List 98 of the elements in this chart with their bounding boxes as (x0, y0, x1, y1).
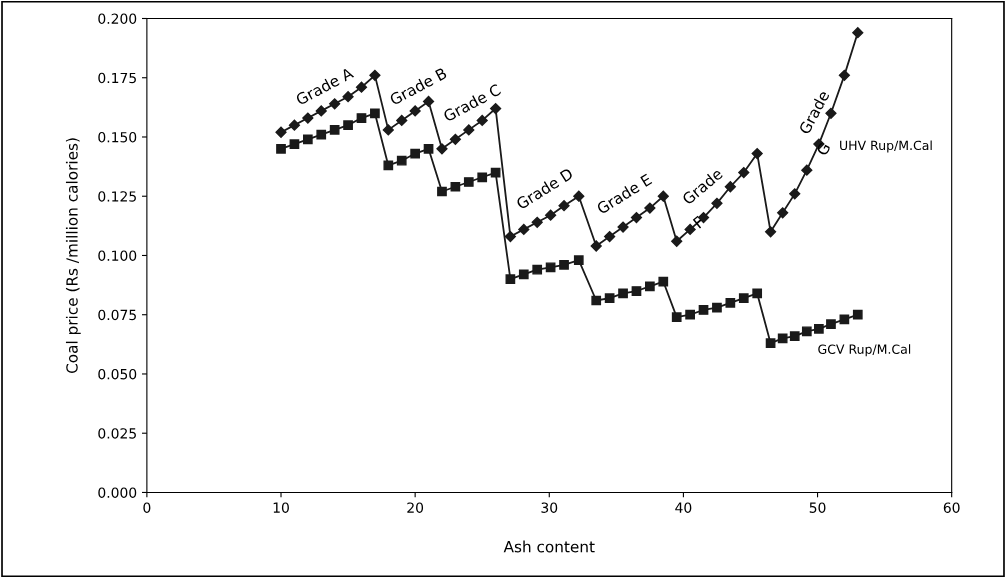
point (852, 309, 863, 320)
point (558, 200, 570, 212)
point (618, 288, 628, 299)
point (504, 230, 516, 243)
point (590, 240, 602, 252)
point (289, 139, 300, 149)
x-axis-title: Ash content (503, 540, 595, 553)
point (355, 81, 368, 93)
point (671, 312, 682, 322)
point (382, 124, 394, 136)
y-tick-label: 0.200 (98, 13, 137, 24)
point (712, 302, 722, 313)
point (685, 309, 695, 320)
x-tick-label: 50 (809, 502, 826, 513)
point (698, 305, 709, 315)
x-tick-label: 40 (675, 502, 692, 513)
point (631, 286, 642, 296)
point (518, 223, 530, 236)
y-tick-label: 0.000 (98, 487, 137, 498)
point (765, 338, 776, 349)
point (370, 108, 380, 119)
point (437, 186, 447, 197)
point (396, 114, 408, 127)
point (591, 295, 602, 306)
y-tick-label: 0.125 (98, 191, 136, 202)
point (644, 202, 656, 214)
point (490, 102, 502, 115)
point (288, 119, 301, 131)
point (329, 125, 340, 135)
point (764, 226, 777, 238)
point (545, 262, 556, 273)
x-tick-label: 0 (143, 502, 151, 513)
point (838, 69, 850, 81)
series-label: GCV Rup/M.Cal (818, 344, 911, 357)
point (302, 112, 314, 124)
x-tick-label: 60 (943, 502, 960, 513)
point (604, 230, 616, 243)
point (477, 172, 488, 183)
point (658, 276, 669, 287)
point (738, 166, 750, 179)
point (751, 147, 763, 160)
point (369, 69, 381, 81)
point (559, 260, 569, 270)
point (777, 207, 789, 219)
point (409, 105, 421, 117)
point (724, 181, 736, 193)
point (275, 126, 287, 138)
point (342, 91, 354, 103)
point (532, 264, 543, 275)
point (356, 113, 367, 123)
point (573, 190, 585, 202)
point (531, 216, 543, 228)
point (396, 155, 407, 166)
point (573, 255, 584, 266)
point (449, 133, 461, 145)
point (316, 129, 327, 140)
point (505, 274, 516, 285)
point (752, 288, 763, 299)
point (801, 326, 812, 337)
x-tick-label: 20 (407, 502, 424, 513)
point (671, 235, 683, 247)
point (436, 143, 448, 155)
y-axis-title: Coal price (Rs /million calories) (65, 138, 81, 374)
y-tick-label: 0.025 (98, 428, 136, 439)
y-tick-label: 0.150 (98, 131, 137, 143)
y-tick-label: 0.075 (98, 309, 136, 321)
point (657, 190, 669, 202)
y-tick-label: 0.100 (98, 250, 137, 261)
point (852, 27, 864, 39)
point (423, 143, 434, 154)
x-tick-label: 30 (541, 502, 558, 513)
point (383, 160, 394, 171)
point (315, 105, 327, 117)
point (725, 298, 736, 308)
point (302, 134, 313, 145)
y-tick-label: 0.050 (98, 368, 137, 380)
point (604, 293, 615, 303)
point (777, 333, 788, 344)
point (518, 269, 529, 280)
annotation: G (815, 142, 831, 157)
x-tick-label: 10 (273, 502, 289, 513)
point (789, 331, 800, 341)
point (801, 164, 813, 176)
point (738, 293, 749, 303)
series-label: UHV Rup/M.Cal (840, 140, 932, 153)
point (276, 143, 286, 154)
annotation: F (692, 215, 705, 229)
point (410, 148, 421, 159)
point (645, 281, 655, 292)
point (814, 324, 824, 334)
point (463, 124, 475, 136)
point (450, 181, 461, 192)
point (463, 177, 474, 187)
point (343, 120, 353, 130)
point (826, 319, 836, 330)
point (545, 209, 557, 221)
y-tick-label: 0.175 (98, 72, 136, 84)
point (789, 188, 801, 200)
